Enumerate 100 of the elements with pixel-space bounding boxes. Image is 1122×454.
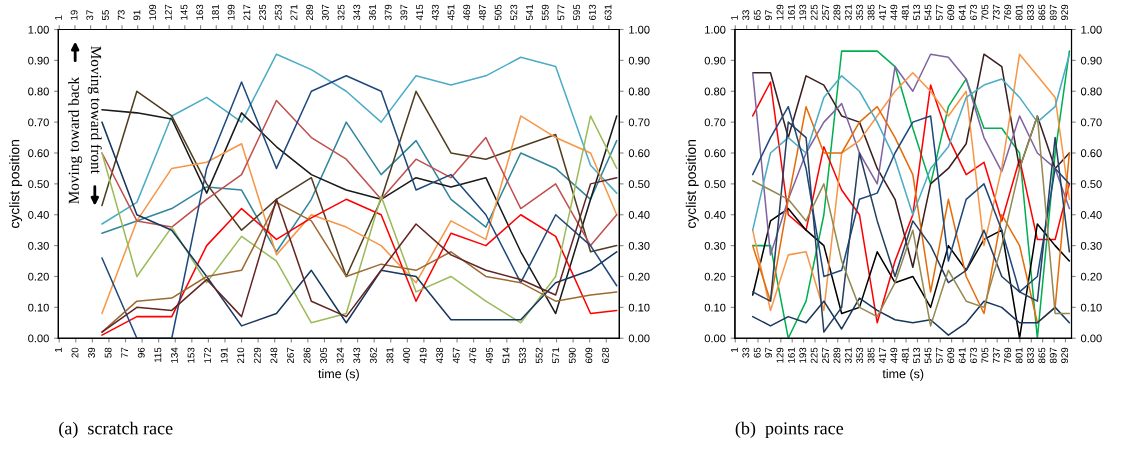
x-tick-label: 609 <box>947 4 955 20</box>
x-tick-label: 673 <box>970 4 977 20</box>
y2-tick-label: 1.00 <box>1081 25 1102 34</box>
x2-tick-label: 325 <box>337 4 345 21</box>
x2-tick-label: 91 <box>133 10 141 21</box>
x-tick-label: 286 <box>303 347 311 363</box>
x-tick-label: 58 <box>104 347 112 358</box>
x-tick-label: 609 <box>585 347 593 363</box>
x-tick-label: 545 <box>924 4 932 21</box>
x-tick-label: 449 <box>890 4 898 21</box>
y2-tick-label: 0.00 <box>1080 334 1102 343</box>
x-tick-label: 514 <box>502 347 510 364</box>
x-tick-label: 321 <box>844 4 852 21</box>
y-tick-label: 0.90 <box>704 56 726 65</box>
x-tick-label: 533 <box>519 347 526 364</box>
x2-tick-label: 181 <box>211 4 219 20</box>
y2-tick-label: 1.00 <box>629 25 650 34</box>
x-tick-label: 193 <box>799 4 807 20</box>
x2-tick-label: 199 <box>227 4 235 20</box>
y-tick-label: 1.00 <box>705 25 726 34</box>
y-tick-label: 0.80 <box>28 87 49 96</box>
y-tick-label: 0.60 <box>28 149 49 158</box>
x-tick-label: 400 <box>403 347 410 364</box>
x2-tick-label: 415 <box>416 4 424 21</box>
x2-tick-label: 145 <box>180 4 188 20</box>
x2-tick-label: 19 <box>70 10 78 20</box>
x-tick-label: 705 <box>981 4 989 20</box>
x-tick-label: 590 <box>568 347 576 364</box>
x-tick-label: 191 <box>220 347 228 363</box>
y-axis-title: cyclist position <box>9 140 23 229</box>
x2-tick-label: 469 <box>463 4 471 21</box>
x2-tick-label: 307 <box>321 4 329 21</box>
x-tick-label: 172 <box>204 347 211 363</box>
x-tick-label: 476 <box>469 347 477 364</box>
x-tick-label: 129 <box>776 4 784 20</box>
x-tick-label: 305 <box>320 347 328 364</box>
x-tick-label: 737 <box>992 4 1000 20</box>
x-tick-label: 343 <box>353 347 361 364</box>
x-tick-label: 210 <box>237 347 245 363</box>
x-tick-label: 229 <box>253 347 261 363</box>
y-axis-title: cyclist position <box>685 140 699 229</box>
y2-tick-label: 0.50 <box>1080 180 1102 189</box>
x-tick-label: 801 <box>1015 4 1023 21</box>
x-tick-label: 438 <box>436 347 444 364</box>
x-tick-label: 571 <box>552 347 560 364</box>
x2-tick-label: 235 <box>259 4 266 20</box>
y-tick-label: 0.30 <box>28 241 49 250</box>
x-tick-label: 77 <box>121 347 129 358</box>
y-tick-label: 0.20 <box>28 272 49 281</box>
x-tick-label: 833 <box>1027 4 1034 21</box>
x-tick-label: 495 <box>485 347 493 364</box>
x2-tick-label: 631 <box>604 4 612 20</box>
x2-tick-label: 37 <box>86 10 94 21</box>
x2-tick-label: 217 <box>243 4 251 20</box>
x-tick-label: 161 <box>787 4 795 20</box>
y2-tick-label: 0.50 <box>628 180 650 189</box>
y2-tick-label: 0.40 <box>628 211 650 219</box>
x2-tick-label: 271 <box>290 4 298 20</box>
x-tick-label: 481 <box>901 4 909 21</box>
x2-tick-label: 523 <box>510 4 518 21</box>
x-tick-label: 324 <box>336 347 344 364</box>
x-tick-label: 97 <box>765 10 773 21</box>
y-tick-label: 0.00 <box>28 334 49 343</box>
x-tick-label: 65 <box>753 10 761 20</box>
y-tick-label: 0.70 <box>28 118 49 127</box>
x2-tick-label: 505 <box>494 4 502 21</box>
text: (a) scratch race <box>59 421 173 439</box>
x-tick-label: 225 <box>810 4 818 20</box>
y-tick-label: 0.50 <box>704 180 726 189</box>
y2-tick-label: 0.60 <box>1080 149 1102 158</box>
x2-tick-label: 541 <box>526 4 533 21</box>
x2-tick-label: 559 <box>541 4 549 21</box>
y-tick-label: 0.40 <box>28 211 49 219</box>
x-tick-label: 1 <box>731 15 738 20</box>
y2-tick-label: 0.10 <box>1080 303 1102 312</box>
y2-tick-label: 0.40 <box>1080 211 1102 219</box>
y2-tick-label: 0.00 <box>628 334 650 343</box>
x2-tick-label: 361 <box>369 4 376 21</box>
y-tick-label: 0.70 <box>704 118 726 127</box>
line-series <box>751 297 1071 336</box>
x-tick-label: 134 <box>170 347 178 363</box>
x-axis-title: time (s) <box>318 369 359 381</box>
x-tick-label: 39 <box>88 347 95 358</box>
x2-tick-label: 253 <box>274 4 282 20</box>
x2-tick-label: 127 <box>164 4 172 20</box>
x-tick-label: 153 <box>187 347 195 363</box>
x2-tick-label: 613 <box>588 4 596 20</box>
x-tick-label: 257 <box>822 4 829 20</box>
x2-tick-label: 55 <box>102 10 109 21</box>
x-tick-label: 353 <box>856 4 864 21</box>
x-tick-label: 577 <box>936 4 943 21</box>
y2-tick-label: 0.80 <box>628 87 650 96</box>
y-tick-label: 0.20 <box>704 272 726 281</box>
y-tick-label: 0.50 <box>28 180 49 189</box>
y2-tick-label: 0.90 <box>1080 56 1102 65</box>
x2-tick-label: 595 <box>573 4 581 21</box>
y2-tick-label: 0.60 <box>628 149 650 158</box>
x-tick-label: 33 <box>742 10 750 21</box>
x-tick-label: 513 <box>913 4 921 21</box>
line-series <box>101 176 618 333</box>
